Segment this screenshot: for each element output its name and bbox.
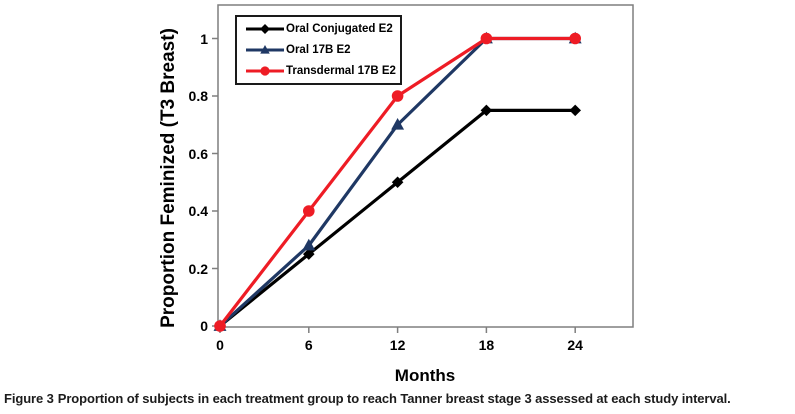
legend-label: Oral Conjugated E2 (286, 23, 393, 36)
plot-frame (217, 4, 634, 328)
legend-marker-circle (260, 66, 270, 76)
y-tick-label: 0 (200, 318, 208, 334)
figure-caption: Figure 3 Proportion of subjects in each t… (4, 391, 792, 406)
series-line-diamond (218, 108, 577, 328)
data-point-circle (303, 205, 315, 217)
data-point-diamond (480, 104, 493, 117)
figure-caption-label: Figure 3 (4, 391, 54, 406)
data-point-diamond (391, 176, 404, 189)
y-tick-label: 0.2 (188, 260, 208, 277)
data-point-circle (391, 90, 404, 102)
data-point-triangle (391, 117, 405, 130)
figure-caption-text: Proportion of subjects in each treatment… (57, 391, 731, 406)
legend-marker-triangle (260, 44, 270, 54)
x-tick-label: 6 (304, 337, 313, 353)
y-tick-label: 0.8 (188, 88, 208, 104)
x-tick-label: 18 (478, 337, 495, 353)
y-tick-label: 1 (200, 30, 208, 47)
x-tick-label: 12 (389, 337, 406, 353)
x-axis-title: Months (394, 366, 456, 385)
y-tick-label: 0.4 (188, 203, 208, 219)
data-point-circle (569, 32, 581, 45)
data-point-triangle (302, 238, 316, 251)
x-tick-label: 0 (216, 337, 224, 353)
data-point-circle (214, 320, 226, 332)
legend-key-circle (246, 66, 284, 76)
data-point-diamond (303, 248, 315, 260)
legend-key-triangle (246, 44, 284, 54)
data-point-diamond (569, 104, 581, 117)
x-tick-label: 24 (567, 337, 583, 353)
legend-item: Oral 17B E2 (244, 40, 400, 60)
legend-item: Oral Conjugated E2 (244, 19, 400, 39)
legend-label: Transdermal 17B E2 (286, 64, 396, 77)
y-tick-label: 0.6 (188, 145, 208, 162)
y-axis-title: Proportion Feminized (T3 Breast) (158, 28, 179, 328)
data-point-circle (480, 32, 493, 45)
legend: Oral Conjugated E2 Oral 17B E2 Transdermal… (235, 15, 402, 85)
legend-label: Oral 17B E2 (286, 43, 351, 56)
legend-item: Transdermal 17B E2 (244, 61, 400, 81)
legend-key-diamond (246, 24, 284, 35)
legend-marker-diamond (260, 24, 270, 35)
